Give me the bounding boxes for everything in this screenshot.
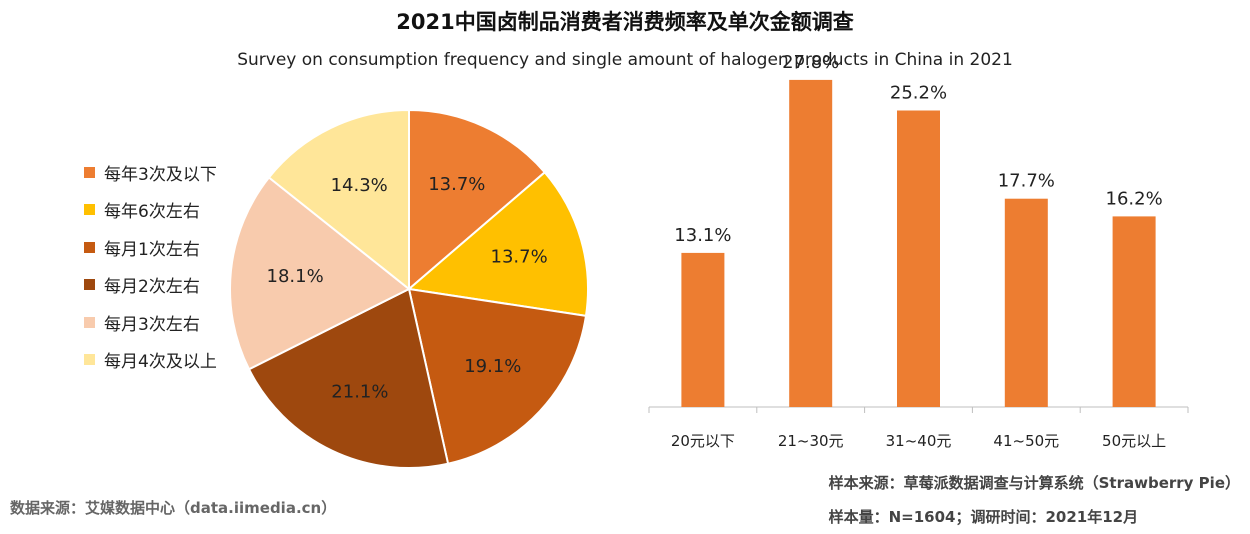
pie-slice-label: 18.1% [267,266,324,287]
sample-source: 样本来源：草莓派数据调查与计算系统（Strawberry Pie） [828,474,1240,492]
legend-item: 每年3次及以下 [84,160,217,185]
legend-label: 每月2次左右 [104,277,200,297]
pie-legend: 每年3次及以下 每年6次左右 每月1次左右 每月2次左右 每月3次左右 每月4次… [84,160,217,385]
bar-value-label: 17.7% [998,171,1055,192]
chart-title: 2021中国卤制品消费者消费频率及单次金额调查 [396,10,854,34]
x-tick-label: 31~40元 [886,432,952,450]
bar-chart: 13.1% 20元以下 27.8% 21~30元 25.2% 31~40元 17.7% 41~… [648,52,1189,450]
x-tick-label: 20元以下 [671,432,735,450]
x-tick-label: 50元以上 [1102,432,1166,450]
legend-item: 每月3次左右 [84,310,217,335]
legend-swatch [84,166,95,178]
legend-label: 每月4次及以上 [104,352,217,372]
legend-item: 每月1次左右 [84,235,217,260]
legend-item: 每年6次左右 [84,198,217,222]
legend-swatch [84,241,95,253]
pie-slice-label: 14.3% [331,175,388,196]
pie-slice-label: 13.7% [491,246,548,267]
legend-label: 每年3次及以下 [104,164,217,185]
bar-value-label: 13.1% [674,225,731,246]
bar [897,110,940,407]
pie-slice-label: 13.7% [428,174,485,195]
pie-slice-label: 19.1% [464,356,521,377]
pie-chart: 13.7% 13.7% 19.1% 21.1% 18.1% 14.3% [229,108,589,469]
bar [681,252,725,407]
legend-swatch [84,279,95,290]
legend-label: 每年6次左右 [104,202,200,222]
pie-slice [247,287,450,469]
data-source: 数据来源：艾媒数据中心（data.iimedia.cn） [10,499,337,517]
sample-info: 样本量：N=1604；调研时间：2021年12月 [828,508,1139,526]
pie-slice [407,287,588,465]
legend-label: 每月1次左右 [104,239,200,260]
bar-value-label: 25.2% [890,83,947,104]
pie-slice [267,108,410,292]
pie-slice [408,108,547,292]
bar-value-label: 27.8% [782,52,839,73]
legend-item: 每月4次及以上 [84,348,217,372]
legend-swatch [84,316,95,328]
legend-item: 每月2次左右 [84,273,217,297]
pie-slice [406,170,589,318]
bar-value-label: 16.2% [1106,188,1163,209]
x-tick-label: 21~30元 [778,432,844,450]
pie-slice-label: 21.1% [331,382,388,403]
pie-slice [229,176,411,371]
sample-notes: 样本来源：草莓派数据调查与计算系统（Strawberry Pie） 样本量：N=… [829,466,1240,534]
x-tick-label: 41~50元 [993,432,1059,450]
legend-swatch [84,354,95,365]
legend-swatch [84,204,95,215]
bar [789,79,833,408]
legend-label: 每月3次左右 [104,314,200,335]
bar [1004,198,1048,407]
chart-subtitle: Survey on consumption frequency and sing… [237,50,1013,70]
bar [1112,216,1156,407]
